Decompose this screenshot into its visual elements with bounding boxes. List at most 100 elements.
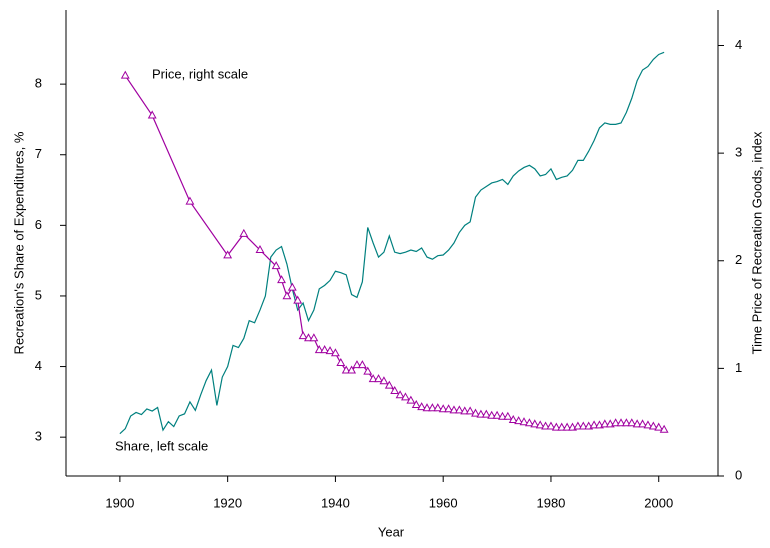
series-marker: [277, 275, 286, 284]
series-marker: [336, 357, 346, 366]
y2-tick-label: 4: [735, 37, 742, 52]
y2-axis-label: Time Price of Recreation Goods, index: [749, 131, 764, 354]
series-marker: [438, 404, 448, 413]
series-marker: [589, 420, 599, 429]
series-marker: [147, 110, 157, 119]
series-marker: [185, 196, 195, 205]
x-tick-label: 1960: [429, 495, 458, 510]
series-marker: [422, 403, 432, 412]
series-marker: [503, 411, 513, 420]
y-tick-label: 3: [35, 429, 42, 444]
annotation: Price, right scale: [152, 66, 248, 81]
series-marker: [341, 365, 351, 374]
series-marker: [616, 418, 626, 427]
series-marker: [621, 418, 631, 427]
series-marker: [535, 420, 545, 429]
series-marker: [648, 421, 658, 430]
x-tick-label: 1940: [321, 495, 350, 510]
series-marker: [255, 244, 265, 253]
series-marker: [627, 418, 637, 427]
series-marker: [611, 418, 621, 427]
series-marker: [357, 360, 367, 369]
series-marker: [427, 403, 437, 412]
series-marker: [120, 70, 130, 79]
series-marker: [476, 409, 486, 418]
y-tick-label: 8: [35, 76, 42, 91]
series-marker: [465, 406, 475, 415]
series-marker: [524, 418, 534, 427]
series-marker: [508, 415, 518, 424]
series-marker: [498, 411, 507, 420]
x-tick-label: 2000: [644, 495, 673, 510]
series-marker: [654, 422, 664, 431]
series-marker: [514, 416, 524, 425]
annotation: Share, left scale: [115, 438, 208, 453]
series-marker: [449, 405, 459, 414]
series-marker: [390, 385, 400, 394]
series-marker: [643, 420, 653, 429]
series-marker: [239, 228, 249, 237]
series-marker: [379, 376, 389, 385]
series-marker: [492, 410, 502, 419]
series-marker: [487, 410, 497, 419]
series-marker: [433, 403, 443, 412]
series-marker: [271, 261, 281, 270]
series-marker: [352, 360, 362, 369]
y2-tick-label: 3: [735, 145, 742, 160]
series-marker: [471, 408, 480, 417]
series-marker: [444, 404, 454, 413]
y2-tick-label: 2: [735, 252, 742, 267]
y2-tick-label: 0: [735, 467, 742, 482]
series-marker: [481, 409, 491, 418]
series-marker: [638, 419, 648, 428]
series-marker: [406, 395, 416, 404]
y-tick-label: 5: [35, 287, 42, 302]
series-marker: [395, 390, 405, 399]
series-line: [119, 51, 665, 435]
series-marker: [530, 419, 540, 428]
series-marker: [417, 402, 427, 411]
series-marker: [330, 348, 340, 357]
series-marker: [411, 399, 421, 408]
series-marker: [551, 422, 561, 431]
x-tick-label: 1920: [213, 495, 242, 510]
y-tick-label: 6: [35, 217, 42, 232]
y-axis-label: Recreation's Share of Expenditures, %: [11, 131, 26, 354]
x-axis-label: Year: [378, 524, 405, 539]
series-marker: [573, 421, 583, 430]
series-marker: [659, 424, 669, 433]
series-marker: [282, 291, 292, 300]
y2-tick-label: 1: [735, 360, 742, 375]
series-marker: [562, 422, 572, 431]
series-marker: [293, 295, 303, 304]
series-marker: [287, 282, 297, 291]
series-marker: [557, 422, 567, 431]
series-marker: [519, 417, 529, 426]
series-marker: [600, 419, 610, 428]
series-marker: [368, 374, 378, 383]
series-marker: [347, 365, 357, 374]
series-marker: [546, 421, 556, 430]
series-marker: [223, 250, 233, 259]
x-tick-label: 1900: [105, 495, 134, 510]
series-marker: [401, 392, 410, 401]
y-tick-label: 4: [35, 358, 42, 373]
series-marker: [578, 421, 588, 430]
series-marker: [325, 346, 335, 355]
series-marker: [374, 374, 383, 383]
series-marker: [320, 345, 330, 354]
series-marker: [363, 366, 373, 375]
x-tick-label: 1980: [536, 495, 565, 510]
series-marker: [304, 333, 313, 342]
series-marker: [298, 331, 308, 340]
series-marker: [632, 419, 642, 428]
series-marker: [314, 345, 324, 354]
series-marker: [309, 333, 319, 342]
series-marker: [541, 421, 551, 430]
series-marker: [454, 405, 464, 414]
series-marker: [384, 380, 394, 389]
series-marker: [460, 406, 470, 415]
y-tick-label: 7: [35, 146, 42, 161]
